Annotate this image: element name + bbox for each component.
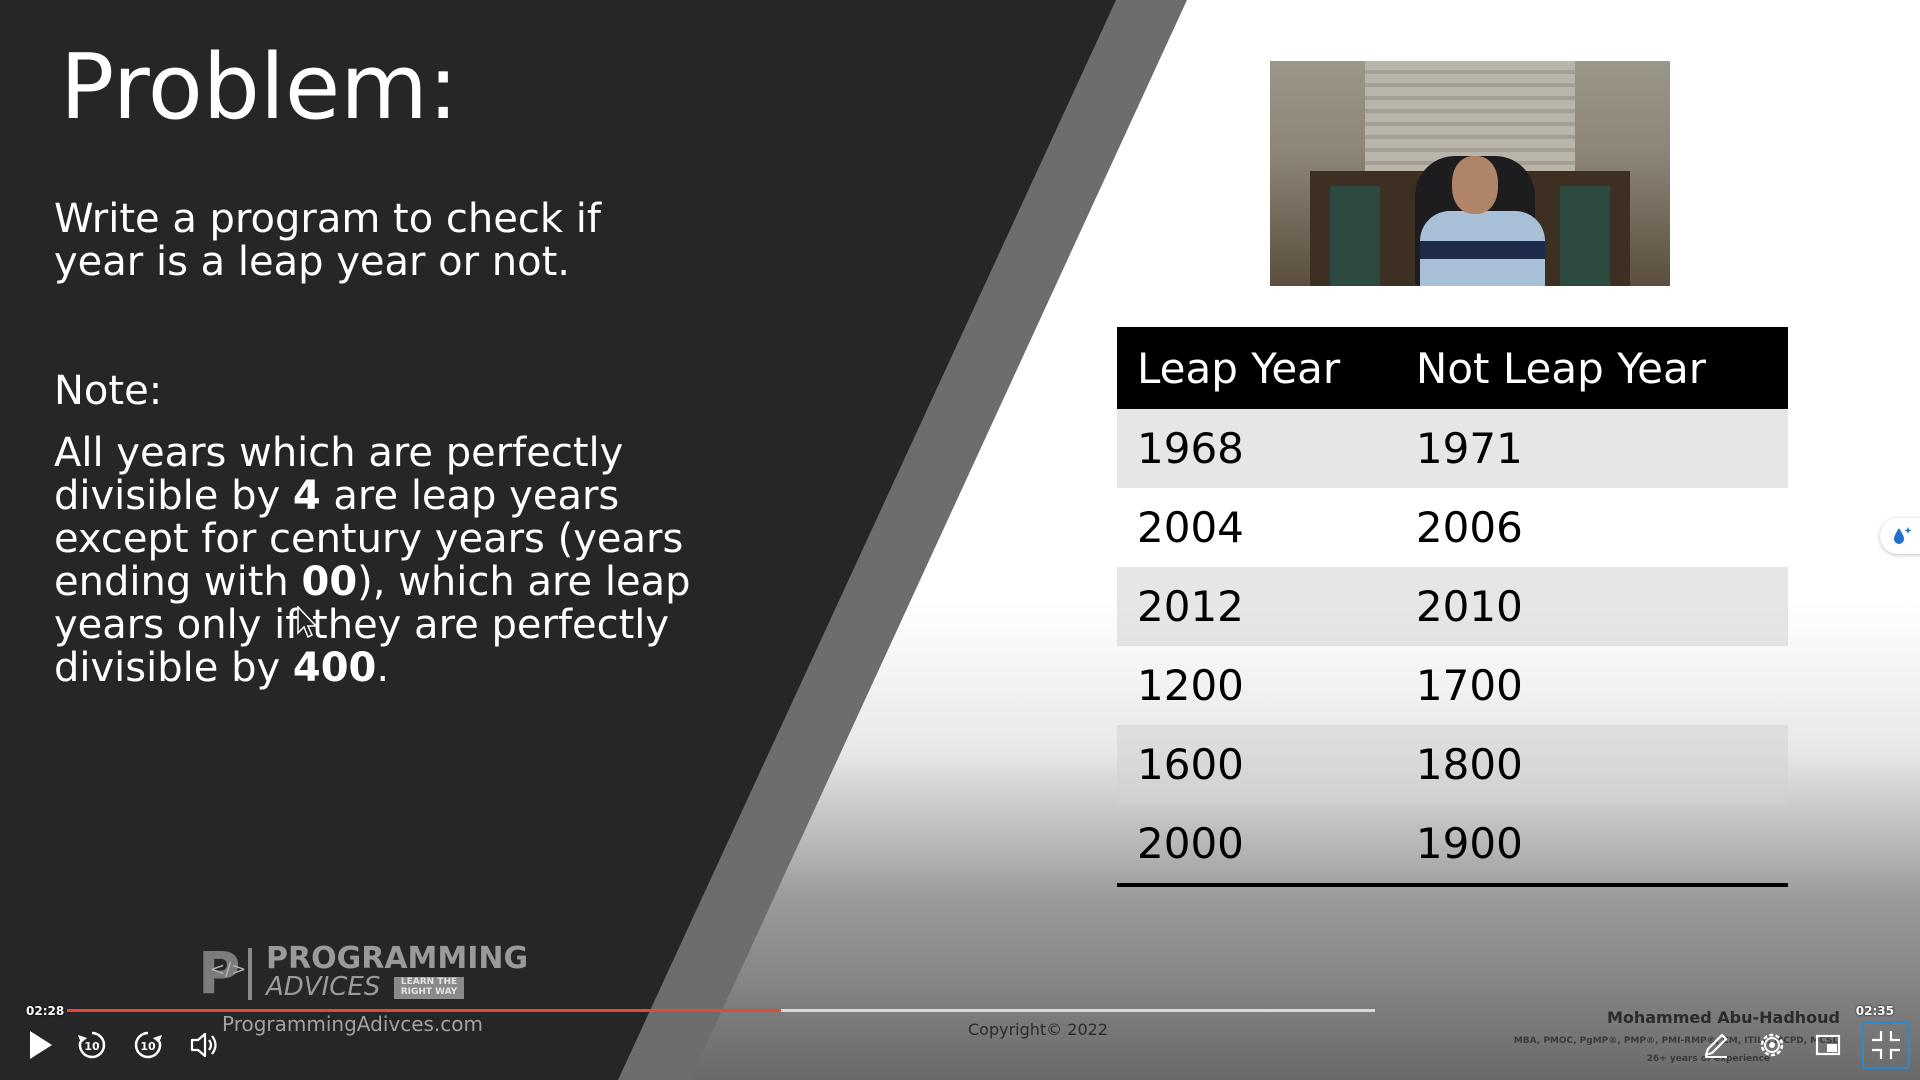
volume-button[interactable] [184,1025,224,1065]
forward-10-button[interactable]: 10 [128,1025,168,1065]
brand-name: PROGRAMMING [266,941,529,976]
table-header: Not Leap Year [1399,327,1788,409]
note-number: 4 [292,473,321,519]
table-row: 1200 1700 [1117,646,1788,725]
skip-seconds: 10 [140,1040,156,1053]
rewind-10-button[interactable]: 10 [72,1025,112,1065]
side-tool-button[interactable] [1880,518,1920,554]
skip-seconds: 10 [84,1040,100,1053]
current-time: 02:28 [26,1004,65,1018]
table-cell: 2012 [1117,567,1400,646]
webcam-cabinet-door [1560,186,1610,286]
table-cell: 1200 [1137,661,1244,710]
note-text: ), which are leap years only if they are… [54,559,691,691]
rewind-10-icon: 10 [78,1031,106,1059]
note-text: . [376,645,390,691]
table-header-row: Leap Year Not Leap Year [1117,327,1788,409]
table-cell: 1968 [1117,409,1400,488]
brand-url: ProgrammingAdivces.com [222,1012,484,1036]
presenter-webcam [1270,61,1670,286]
table-cell: 2000 [1137,819,1244,868]
settings-icon [1760,1033,1784,1057]
webcam-cabinet-door [1330,186,1380,286]
table-row: 2004 2006 [1117,488,1788,567]
table-cell: 1900 [1415,819,1523,868]
table-cell: 1700 [1415,661,1523,710]
play-icon [30,1031,52,1059]
table-row: 1968 1971 [1117,409,1788,488]
brand-tagline: LEARN THE RIGHT WAY [394,977,464,999]
table-cell: 1600 [1117,725,1400,804]
settings-button[interactable] [1752,1025,1792,1065]
picture-in-picture-button[interactable] [1808,1025,1848,1065]
table-row: 2012 2010 [1117,567,1788,646]
table-cell: 2004 [1137,503,1244,552]
brand-logo-letter: P [198,939,241,1007]
pen-icon [1704,1033,1728,1058]
brand-logo: P </> PROGRAMMING ADVICES LEARN THE RIGH… [198,939,528,1007]
webcam-blinds [1365,61,1575,171]
progress-bar[interactable] [67,1009,1375,1012]
leap-year-table: Leap Year Not Leap Year 1968 1971 2004 2… [1117,327,1788,887]
annotate-button[interactable] [1696,1025,1736,1065]
copyright-text: Copyright© 2022 [968,1020,1108,1039]
mouse-cursor-icon [297,606,318,639]
table-cell: 1800 [1399,725,1788,804]
note-text: are leap years except for century years … [54,473,684,605]
brand-code-icon: </> [210,959,247,980]
duration-time: 02:35 [1855,1004,1894,1018]
play-button[interactable] [20,1025,60,1065]
webcam-shirt-stripe [1420,241,1545,259]
problem-statement: Write a program to check if year is a le… [54,196,601,285]
droplet-sparkle-icon [1894,527,1912,544]
table-header: Leap Year [1117,327,1400,409]
note-label: Note: [54,368,163,414]
slide-title: Problem: [60,35,459,140]
progress-played [67,1009,782,1012]
presenter-experience: 26+ years of experience [1646,1054,1770,1064]
video-player-controls: 02:28 02:35 10 10 [0,995,1920,1080]
table-row: 1600 1800 [1117,725,1788,804]
brand-divider [248,948,252,1000]
pip-icon [1815,1034,1841,1056]
exit-fullscreen-button[interactable] [1862,1021,1910,1069]
brand-sub: ADVICES [266,972,381,1002]
exit-fullscreen-icon [1872,1031,1900,1059]
volume-icon [190,1032,217,1058]
table-cell: 2010 [1399,567,1788,646]
forward-10-icon: 10 [134,1031,162,1059]
presenter-name: Mohammed Abu-Hadhoud [1606,1008,1840,1027]
note-text: All years which are perfectly divisible … [54,430,624,519]
table-cell: 2006 [1415,503,1523,552]
note-number: 00 [301,559,358,605]
webcam-person-head [1452,156,1498,214]
note-body: All years which are perfectly divisible … [54,432,714,690]
table-row: 2000 1900 [1117,804,1788,885]
note-number: 400 [292,645,377,691]
table-cell: 1971 [1399,409,1788,488]
presenter-credentials: MBA, PMOC, PgMP®, PMP®, PMI-RMP®, CM, IT… [1513,1036,1840,1046]
